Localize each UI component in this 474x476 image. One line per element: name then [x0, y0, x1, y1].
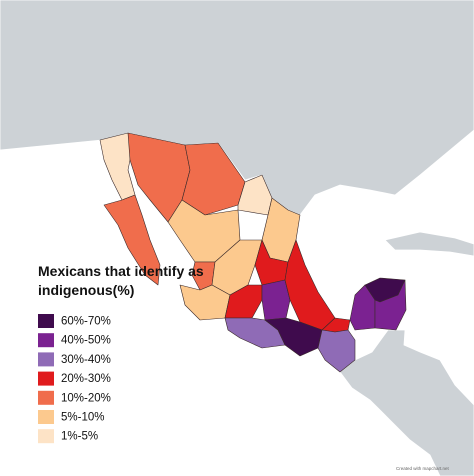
mexico [99, 132, 407, 373]
legend-swatch [38, 410, 54, 424]
legend-label: 1%-5% [61, 431, 98, 443]
state-region [374, 279, 407, 331]
legend-swatch [38, 314, 54, 328]
map-title: indigenous(%) [38, 282, 134, 298]
legend: 60%-70% 40%-50% 30%-40% 20%-30% 10%-20% 5%-10… [38, 314, 111, 444]
legend-label: 40%-50% [61, 335, 111, 347]
state-region [261, 279, 291, 321]
legend-label: 20%-30% [61, 373, 111, 385]
legend-swatch [38, 429, 54, 444]
state-region [181, 142, 246, 216]
state-region [284, 239, 336, 331]
legend-swatch [38, 333, 54, 348]
legend-label: 5%-10% [61, 412, 104, 424]
legend-swatch [38, 352, 54, 367]
cuba [384, 231, 474, 257]
legend-label: 30%-40% [61, 354, 111, 366]
state-region [103, 194, 161, 286]
central-america [339, 329, 474, 476]
legend-swatch [38, 390, 54, 405]
map-title: Mexicans that identify as [38, 263, 204, 279]
legend-label: 60%-70% [61, 316, 111, 328]
credit: Created with mapchart.net [396, 466, 450, 471]
legend-swatch [38, 371, 54, 386]
state-region [317, 329, 356, 373]
legend-label: 10%-20% [61, 392, 111, 404]
